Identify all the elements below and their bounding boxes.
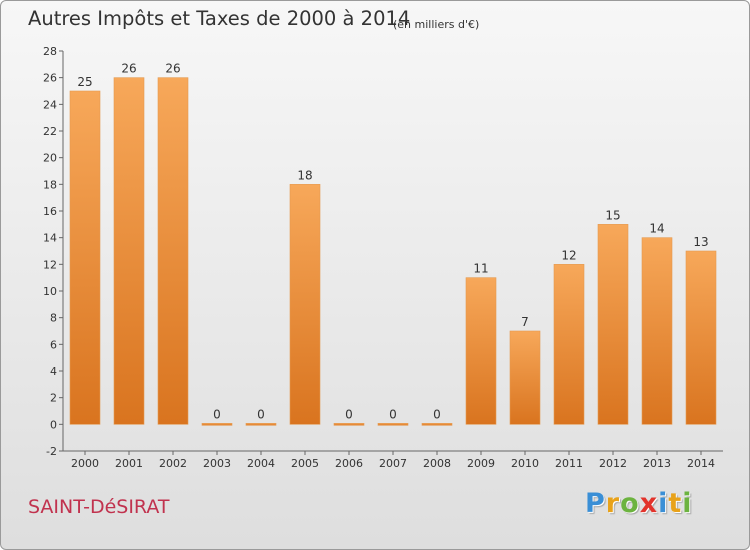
- logo-letter: P: [585, 488, 606, 519]
- logo-letter: i: [682, 488, 693, 519]
- value-label-2004: 0: [257, 407, 265, 421]
- bar-2010: [509, 330, 541, 425]
- y-tick-label: 26: [43, 72, 57, 85]
- value-label-2011: 12: [561, 248, 576, 262]
- value-label-2012: 15: [605, 208, 620, 222]
- y-tick-label: 16: [43, 205, 57, 218]
- value-label-2003: 0: [213, 407, 221, 421]
- logo-letter: o: [620, 488, 640, 519]
- bar-2009: [465, 277, 497, 425]
- x-tick-label: 2008: [423, 457, 451, 470]
- y-tick-label: 8: [50, 312, 57, 325]
- y-tick-label: 20: [43, 152, 57, 165]
- x-tick-label: 2000: [71, 457, 99, 470]
- y-tick-label: 12: [43, 258, 57, 271]
- logo-letter: i: [658, 488, 669, 519]
- x-tick-label: 2002: [159, 457, 187, 470]
- bar-2000: [69, 90, 101, 425]
- bar-2001: [113, 77, 145, 425]
- y-tick-label: 18: [43, 178, 57, 191]
- x-tick-label: 2006: [335, 457, 363, 470]
- logo-letter: r: [605, 488, 621, 519]
- value-label-2005: 18: [297, 168, 312, 182]
- bar-2012: [597, 224, 629, 425]
- y-tick-label: 24: [43, 98, 57, 111]
- y-tick-label: 28: [43, 45, 57, 58]
- y-tick-label: 4: [50, 365, 57, 378]
- x-tick-label: 2012: [599, 457, 627, 470]
- x-tick-label: 2011: [555, 457, 583, 470]
- value-label-2002: 26: [165, 62, 180, 76]
- chart-title: Autres Impôts et Taxes de 2000 à 2014: [28, 7, 411, 30]
- value-label-2013: 14: [649, 222, 664, 236]
- y-tick-label: 10: [43, 285, 57, 298]
- bar-2014: [685, 250, 717, 425]
- x-tick-label: 2010: [511, 457, 539, 470]
- chart-subtitle: (en milliers d'€): [393, 18, 480, 31]
- y-tick-label: 2: [50, 392, 57, 405]
- x-tick-label: 2007: [379, 457, 407, 470]
- commune-name: SAINT-DéSIRAT: [28, 496, 170, 518]
- value-label-2008: 0: [433, 407, 441, 421]
- y-tick-label: -2: [46, 445, 57, 458]
- value-label-2009: 11: [473, 262, 488, 276]
- bar-2005: [289, 184, 321, 425]
- y-tick-label: 6: [50, 338, 57, 351]
- y-tick-label: 22: [43, 125, 57, 138]
- x-tick-label: 2014: [687, 457, 715, 470]
- x-tick-label: 2005: [291, 457, 319, 470]
- value-label-2000: 25: [77, 75, 92, 89]
- bar-2013: [641, 237, 673, 425]
- value-label-2007: 0: [389, 407, 397, 421]
- x-tick-label: 2004: [247, 457, 275, 470]
- y-tick-label: 14: [43, 232, 57, 245]
- x-tick-label: 2001: [115, 457, 143, 470]
- logo-letter: t: [668, 488, 683, 519]
- value-label-2006: 0: [345, 407, 353, 421]
- bar-2006: [333, 423, 365, 426]
- bar-2008: [421, 423, 453, 426]
- x-tick-label: 2009: [467, 457, 495, 470]
- bar-2004: [245, 423, 277, 426]
- value-label-2001: 26: [121, 62, 136, 76]
- bar-2007: [377, 423, 409, 426]
- bar-2011: [553, 264, 585, 425]
- value-label-2014: 13: [693, 235, 708, 249]
- proxiti-logo: Proxiti: [585, 488, 693, 519]
- bar-2003: [201, 423, 233, 426]
- y-tick-label: 0: [50, 418, 57, 431]
- logo-letter: x: [639, 488, 659, 519]
- x-tick-label: 2013: [643, 457, 671, 470]
- value-label-2010: 7: [521, 315, 529, 329]
- x-tick-label: 2003: [203, 457, 231, 470]
- bar-2002: [157, 77, 189, 425]
